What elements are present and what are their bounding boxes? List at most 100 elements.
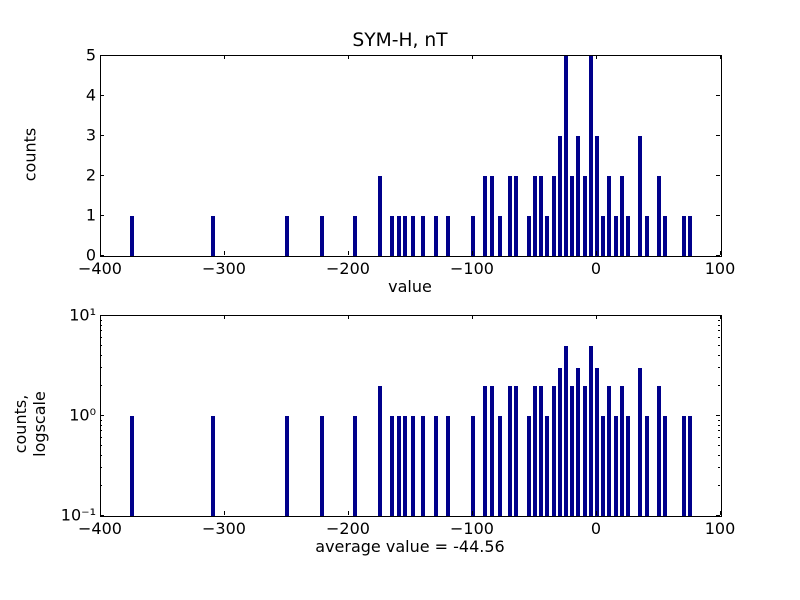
- histogram-bar: [533, 386, 537, 516]
- histogram-bar: [576, 136, 580, 256]
- xtick-mark: [472, 55, 473, 59]
- ytick-mark: [100, 255, 104, 256]
- ytick-minor-mark: [100, 425, 102, 426]
- histogram-bar: [320, 416, 324, 516]
- histogram-bar: [558, 136, 562, 256]
- histogram-bar: [583, 386, 587, 516]
- histogram-bar: [446, 216, 450, 256]
- ytick-minor-mark: [100, 445, 102, 446]
- histogram-bar: [533, 176, 537, 256]
- ytick-minor-mark: [718, 425, 720, 426]
- histogram-bar: [527, 416, 531, 516]
- histogram-bar: [434, 416, 438, 516]
- bottom-panel-xlabel: average value = -44.56: [100, 537, 720, 556]
- ytick-label: 1: [76, 206, 96, 225]
- xtick-mark: [720, 315, 721, 319]
- histogram-bar: [607, 176, 611, 256]
- histogram-bar: [645, 416, 649, 516]
- xtick-label: 0: [591, 519, 601, 538]
- histogram-bar: [390, 416, 394, 516]
- xtick-label: −300: [202, 259, 246, 278]
- histogram-bar: [645, 216, 649, 256]
- histogram-bar: [589, 346, 593, 516]
- histogram-bar: [552, 386, 556, 516]
- ytick-minor-mark: [100, 330, 102, 331]
- histogram-bar: [552, 176, 556, 256]
- ytick-minor-mark: [100, 455, 102, 456]
- ytick-mark: [100, 315, 104, 316]
- ytick-minor-mark: [100, 420, 102, 421]
- top-panel-ylabel: counts: [21, 105, 40, 205]
- histogram-bar: [434, 216, 438, 256]
- ytick-label: 10⁻¹: [58, 506, 96, 525]
- histogram-bar: [545, 416, 549, 516]
- bottom-panel-ylabel: counts, logscale: [11, 374, 49, 474]
- ytick-mark: [100, 55, 104, 56]
- ytick-minor-mark: [718, 485, 720, 486]
- xtick-mark: [596, 511, 597, 515]
- ytick-minor-mark: [100, 355, 102, 356]
- histogram-bar: [570, 386, 574, 516]
- ytick-mark: [716, 415, 720, 416]
- histogram-bar: [285, 216, 289, 256]
- ytick-minor-mark: [718, 445, 720, 446]
- histogram-bar: [421, 216, 425, 256]
- ytick-minor-mark: [100, 367, 102, 368]
- ytick-mark: [716, 515, 720, 516]
- histogram-bar: [682, 216, 686, 256]
- histogram-bar: [626, 216, 630, 256]
- histogram-bar: [353, 416, 357, 516]
- ytick-minor-mark: [718, 330, 720, 331]
- ytick-minor-mark: [100, 345, 102, 346]
- ytick-mark: [716, 315, 720, 316]
- histogram-bar: [657, 386, 661, 516]
- ytick-minor-mark: [718, 320, 720, 321]
- histogram-bar: [620, 176, 624, 256]
- bottom-panel-axes: [100, 315, 722, 517]
- ytick-minor-mark: [718, 455, 720, 456]
- histogram-bar: [353, 216, 357, 256]
- ytick-mark: [100, 215, 104, 216]
- histogram-bar: [663, 216, 667, 256]
- xtick-label: −200: [326, 259, 370, 278]
- ytick-mark: [100, 95, 104, 96]
- histogram-bar: [403, 416, 407, 516]
- xtick-mark: [472, 315, 473, 319]
- histogram-bar: [614, 216, 618, 256]
- ytick-label: 5: [76, 46, 96, 65]
- histogram-bar: [614, 416, 618, 516]
- ytick-mark: [100, 135, 104, 136]
- histogram-bar: [564, 346, 568, 516]
- xtick-label: −300: [202, 519, 246, 538]
- histogram-bar: [638, 136, 642, 256]
- ytick-minor-mark: [100, 385, 102, 386]
- xtick-mark: [348, 511, 349, 515]
- ytick-minor-mark: [100, 430, 102, 431]
- xtick-mark: [472, 251, 473, 255]
- histogram-bar: [589, 56, 593, 256]
- ytick-minor-mark: [100, 467, 102, 468]
- histogram-bar: [607, 386, 611, 516]
- histogram-bar: [498, 216, 502, 256]
- ytick-minor-mark: [718, 325, 720, 326]
- ytick-label: 0: [76, 246, 96, 265]
- histogram-bar: [411, 416, 415, 516]
- histogram-bar: [378, 386, 382, 516]
- histogram-bar: [539, 176, 543, 256]
- histogram-bar: [514, 176, 518, 256]
- histogram-bar: [527, 216, 531, 256]
- histogram-bar: [446, 416, 450, 516]
- ytick-minor-mark: [100, 337, 102, 338]
- histogram-bar: [130, 416, 134, 516]
- histogram-bar: [601, 216, 605, 256]
- histogram-bar: [483, 386, 487, 516]
- histogram-bar: [397, 216, 401, 256]
- xtick-mark: [224, 315, 225, 319]
- histogram-bar: [663, 416, 667, 516]
- ytick-minor-mark: [718, 420, 720, 421]
- histogram-bar: [595, 136, 599, 256]
- xtick-label: −100: [450, 259, 494, 278]
- histogram-bar: [411, 216, 415, 256]
- histogram-bar: [483, 176, 487, 256]
- xtick-label: 100: [705, 519, 736, 538]
